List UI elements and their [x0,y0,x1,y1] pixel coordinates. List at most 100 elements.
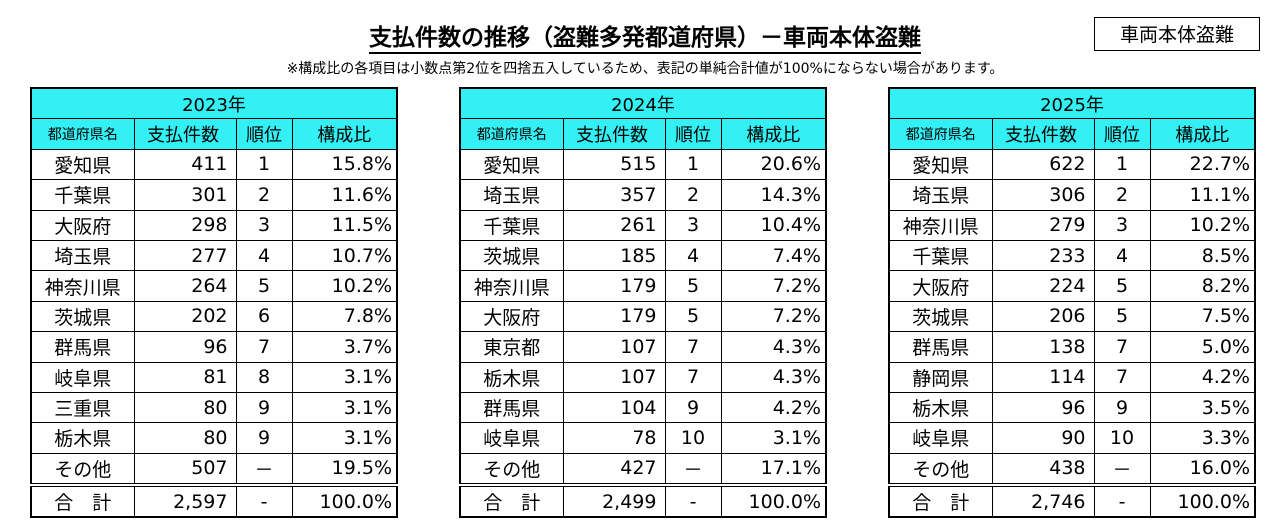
column-header: 順位 [664,118,722,150]
cell: 515 [562,148,666,181]
column-header: 構成比 [291,118,398,150]
cell: 185 [562,239,666,272]
cell: 279 [991,209,1095,241]
cell: 埼玉県 [30,239,135,272]
cell: 11.5% [291,209,398,241]
total-cell: 合 計 [30,483,135,518]
cell: 202 [133,300,237,333]
cell: その他 [888,452,993,486]
data-row: 群馬県 96 7 3.7% [30,331,398,363]
cell: 3.7% [291,331,398,363]
cell: 愛知県 [459,148,564,181]
total-cell: 2,746 [991,483,1095,518]
cell: 愛知県 [888,148,993,181]
total-cell: - [235,483,293,518]
year-row: 2025年 [888,87,1256,120]
column-header: 都道府県名 [888,118,993,150]
cell: 507 [133,452,237,486]
table-body: 2024年 都道府県名 支払件数 順位 構成比 愛知県 515 1 20.6% 埼玉県 357 2 14… [459,87,827,518]
data-row: 埼玉県 306 2 11.1% [888,179,1256,211]
cell: 4.3% [720,331,827,363]
data-row: 栃木県 107 7 4.3% [459,361,827,393]
data-row: 岐阜県 90 10 3.3% [888,422,1256,454]
cell: 7.8% [291,300,398,333]
cell: 4.2% [720,391,827,424]
cell: 9 [235,391,293,424]
cell: 2 [664,179,722,211]
cell: 5 [1093,300,1151,333]
cell: 3.5% [1149,391,1256,424]
cell: 10.2% [1149,209,1256,241]
cell: 277 [133,239,237,272]
total-cell: 合 計 [888,483,993,518]
cell: 8.2% [1149,270,1256,302]
data-row: 岐阜県 78 10 3.1% [459,422,827,454]
cell: 7.5% [1149,300,1256,333]
cell: 岐阜県 [30,361,135,393]
cell: 7 [1093,361,1151,393]
cell: 千葉県 [30,179,135,211]
cell: 306 [991,179,1095,211]
cell: 茨城県 [888,300,993,333]
data-row: 大阪府 298 3 11.5% [30,209,398,241]
cell: 4.2% [1149,361,1256,393]
cell: 岐阜県 [459,422,564,454]
cell: 5 [664,300,722,333]
data-row: 神奈川県 179 5 7.2% [459,270,827,302]
cell: 7.2% [720,270,827,302]
cell: 264 [133,270,237,302]
cell: 千葉県 [888,239,993,272]
column-header: 構成比 [1149,118,1256,150]
cell: 438 [991,452,1095,486]
cell: 114 [991,361,1095,393]
cell: 神奈川県 [30,270,135,302]
cell: 1 [664,148,722,181]
cell: 19.5% [291,452,398,486]
cell: 80 [133,422,237,454]
column-header: 順位 [235,118,293,150]
table-body: 2023年 都道府県名 支払件数 順位 構成比 愛知県 411 1 15.8% 千葉県 301 2 11… [30,87,398,518]
data-row: 群馬県 104 9 4.2% [459,391,827,424]
cell: 22.7% [1149,148,1256,181]
data-row: 大阪府 179 5 7.2% [459,300,827,333]
data-row: その他 438 － 16.0% [888,452,1256,486]
column-header: 支払件数 [133,118,237,150]
year-row: 2024年 [459,87,827,120]
cell: 15.8% [291,148,398,181]
data-row: 埼玉県 357 2 14.3% [459,179,827,211]
column-header-row: 都道府県名 支払件数 順位 構成比 [888,118,1256,150]
data-row: 神奈川県 264 5 10.2% [30,270,398,302]
total-cell: 100.0% [1149,483,1256,518]
cell: 3 [664,209,722,241]
cell: 301 [133,179,237,211]
cell: 233 [991,239,1095,272]
data-row: その他 427 － 17.1% [459,452,827,486]
data-row: その他 507 － 19.5% [30,452,398,486]
cell: 3.1% [291,422,398,454]
cell: 224 [991,270,1095,302]
year-cell: 2024年 [459,87,827,120]
cell: 11.6% [291,179,398,211]
cell: 9 [664,391,722,424]
cell: － [1093,452,1151,486]
cell: 622 [991,148,1095,181]
title-text: 支払件数の推移（盗難多発都道府県）－車両本体盗難 [369,25,921,54]
data-row: 愛知県 622 1 22.7% [888,148,1256,181]
total-cell: 2,597 [133,483,237,518]
cell: 東京都 [459,331,564,363]
cell: 107 [562,361,666,393]
data-table: 2024年 都道府県名 支払件数 順位 構成比 愛知県 515 1 20.6% 埼玉県 357 2 14… [459,87,827,519]
cell: 神奈川県 [888,209,993,241]
cell: 群馬県 [30,331,135,363]
cell: 411 [133,148,237,181]
data-table: 2023年 都道府県名 支払件数 順位 構成比 愛知県 411 1 15.8% 千葉県 301 2 11… [30,87,398,519]
cell: 7 [664,361,722,393]
total-cell: 2,499 [562,483,666,518]
data-row: 埼玉県 277 4 10.7% [30,239,398,272]
cell: 107 [562,331,666,363]
data-row: 千葉県 301 2 11.6% [30,179,398,211]
data-row: 神奈川県 279 3 10.2% [888,209,1256,241]
cell: 14.3% [720,179,827,211]
cell: 81 [133,361,237,393]
